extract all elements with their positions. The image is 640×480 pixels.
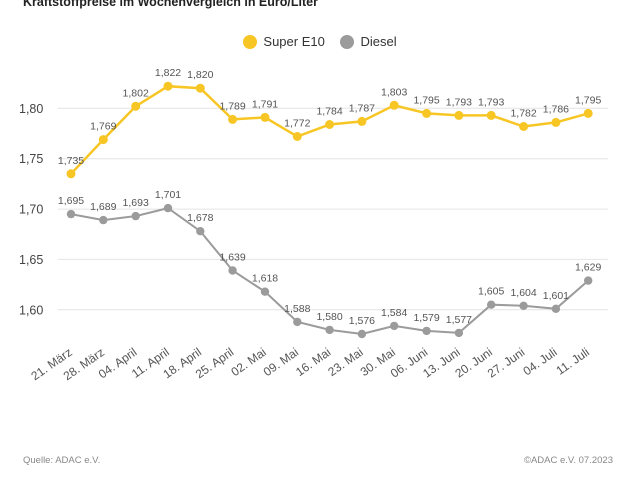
- svg-text:1,584: 1,584: [381, 307, 407, 319]
- svg-text:1,793: 1,793: [446, 96, 472, 108]
- svg-text:1,604: 1,604: [510, 287, 536, 299]
- svg-text:1,782: 1,782: [510, 108, 536, 120]
- svg-text:1,822: 1,822: [155, 67, 181, 79]
- svg-text:16. Mai: 16. Mai: [293, 345, 333, 379]
- svg-text:1,601: 1,601: [543, 290, 569, 302]
- svg-text:1,60: 1,60: [19, 303, 43, 317]
- svg-text:1,580: 1,580: [316, 311, 342, 323]
- svg-text:1,75: 1,75: [19, 152, 43, 166]
- svg-text:1,576: 1,576: [349, 315, 375, 327]
- svg-text:1,693: 1,693: [123, 197, 149, 209]
- svg-text:1,786: 1,786: [543, 103, 569, 115]
- svg-text:1,577: 1,577: [446, 314, 472, 326]
- svg-text:1,65: 1,65: [19, 253, 43, 267]
- svg-text:1,70: 1,70: [19, 203, 43, 217]
- svg-text:1,80: 1,80: [19, 102, 43, 116]
- svg-text:1,802: 1,802: [123, 87, 149, 99]
- svg-text:09. Mai: 09. Mai: [261, 345, 301, 379]
- svg-text:1,795: 1,795: [413, 94, 439, 106]
- svg-text:1,787: 1,787: [349, 102, 375, 114]
- svg-text:1,629: 1,629: [575, 262, 601, 274]
- svg-text:1,735: 1,735: [58, 155, 84, 167]
- svg-text:27. Juni: 27. Juni: [485, 345, 527, 381]
- svg-text:1,772: 1,772: [284, 118, 310, 130]
- svg-text:1,588: 1,588: [284, 303, 310, 315]
- svg-text:1,695: 1,695: [58, 195, 84, 207]
- svg-text:04. Juli: 04. Juli: [520, 345, 559, 378]
- svg-text:1,820: 1,820: [187, 69, 213, 81]
- svg-text:1,689: 1,689: [90, 201, 116, 213]
- svg-text:23. Mai: 23. Mai: [325, 345, 365, 379]
- svg-text:11. Juli: 11. Juli: [553, 345, 591, 378]
- svg-text:1,795: 1,795: [575, 94, 601, 106]
- svg-text:1,769: 1,769: [90, 121, 116, 133]
- svg-text:1,579: 1,579: [413, 312, 439, 324]
- svg-text:1,639: 1,639: [219, 252, 245, 264]
- svg-text:1,618: 1,618: [252, 273, 278, 285]
- svg-text:1,789: 1,789: [219, 100, 245, 112]
- svg-text:1,701: 1,701: [155, 189, 181, 201]
- svg-text:1,784: 1,784: [316, 106, 342, 118]
- svg-text:1,678: 1,678: [187, 212, 213, 224]
- svg-text:02. Mai: 02. Mai: [228, 345, 268, 379]
- svg-text:1,605: 1,605: [478, 286, 504, 298]
- svg-text:1,791: 1,791: [252, 98, 278, 110]
- svg-text:1,803: 1,803: [381, 86, 407, 98]
- svg-text:1,793: 1,793: [478, 96, 504, 108]
